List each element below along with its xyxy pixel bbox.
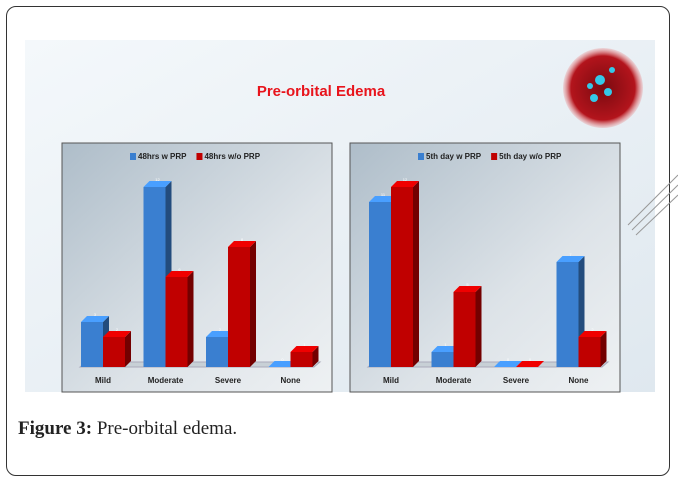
value-label: 12 (155, 177, 160, 182)
value-label: 2 (116, 327, 119, 332)
logo (563, 48, 643, 128)
value-label: 2 (591, 327, 594, 332)
bar-side (312, 346, 319, 367)
legend-label: 5th day w/o PRP (499, 152, 562, 161)
value-label: 2 (219, 327, 222, 332)
legend-swatch (130, 153, 136, 160)
bar (453, 292, 476, 367)
bar-top (143, 181, 172, 187)
bar-top (516, 361, 544, 367)
bar-top (228, 241, 256, 247)
value-label: 6 (178, 267, 181, 272)
value-label: 3 (94, 312, 97, 317)
caption-text: Pre-orbital edema. (96, 418, 238, 439)
legend-label: 48hrs w PRP (138, 152, 187, 161)
bar (206, 337, 228, 367)
caption: Figure 3: Pre-orbital edema. (18, 418, 237, 440)
bar (81, 322, 103, 367)
value-label: 8 (241, 237, 244, 242)
value-label: 11 (381, 192, 386, 197)
slide: Pre-orbital Edema 48hrs w PRP 48hrs w/o P… (25, 40, 678, 393)
bar-side (250, 241, 256, 367)
bar (228, 247, 250, 367)
decor-lines (627, 174, 678, 236)
bar-side (475, 286, 482, 367)
bar-side (187, 271, 194, 367)
x-tick-label: None (569, 376, 590, 385)
value-label: 5 (466, 282, 469, 287)
value-label: 0 (529, 357, 532, 362)
value-label: 7 (569, 252, 572, 257)
bar (556, 262, 579, 367)
bar (578, 337, 601, 367)
bar (143, 187, 166, 367)
bar-top (391, 181, 419, 187)
bar-top (494, 361, 522, 367)
bar-side (600, 331, 607, 367)
x-tick-label: None (281, 376, 302, 385)
bar-top (453, 286, 482, 292)
x-tick-label: Mild (95, 376, 111, 385)
x-tick-label: Moderate (148, 376, 184, 385)
value-label: 0 (281, 357, 284, 362)
bar-side (413, 181, 419, 367)
x-tick-label: Severe (215, 376, 242, 385)
bar-top (431, 346, 460, 352)
slide-title: Pre-orbital Edema (257, 83, 386, 100)
x-tick-label: Moderate (436, 376, 472, 385)
legend-label: 48hrs w/o PRP (204, 152, 260, 161)
bar-top (369, 196, 397, 202)
value-label: 1 (444, 342, 447, 347)
bar (369, 202, 391, 367)
caption-label: Figure 3: (18, 418, 93, 439)
legend-label: 5th day w PRP (426, 152, 482, 161)
bar-top (206, 331, 234, 337)
bar-side (125, 331, 131, 367)
bar-top (268, 361, 297, 367)
bar (431, 352, 454, 367)
value-label: 0 (507, 357, 510, 362)
bar-top (81, 316, 109, 322)
x-tick-label: Mild (383, 376, 399, 385)
bar-top (165, 271, 194, 277)
bar (391, 187, 413, 367)
bar-top (103, 331, 131, 337)
value-label: 1 (303, 342, 306, 347)
bar (165, 277, 188, 367)
legend-swatch (196, 153, 203, 160)
bar-top (290, 346, 319, 352)
logo-cells (587, 67, 615, 102)
bar-top (578, 331, 607, 337)
bar (290, 352, 313, 367)
value-label: 12 (403, 177, 408, 182)
legend-swatch (491, 153, 498, 160)
bar (103, 337, 125, 367)
bar-top (556, 256, 585, 262)
legend-swatch (418, 153, 424, 160)
x-tick-label: Severe (503, 376, 530, 385)
